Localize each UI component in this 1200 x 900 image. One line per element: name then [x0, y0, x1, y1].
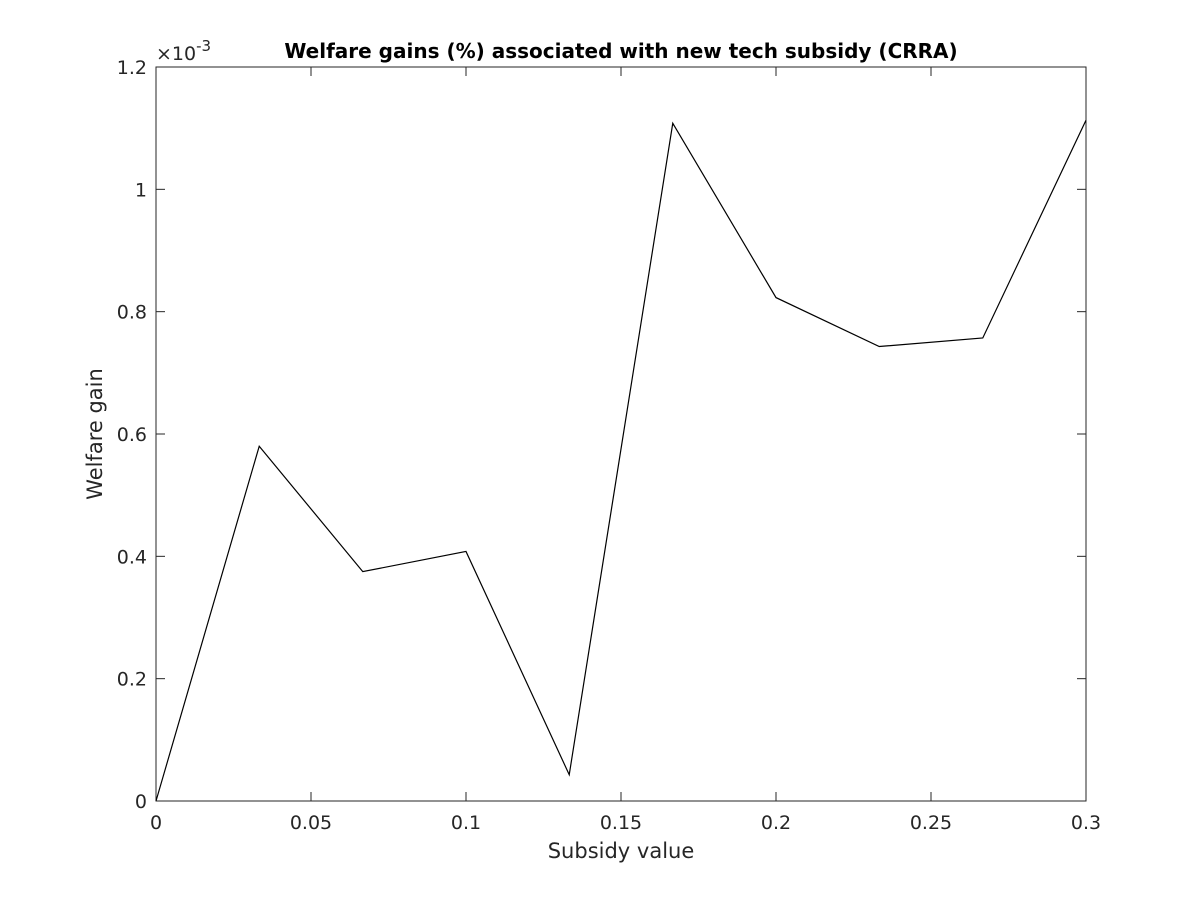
x-tick-label: 0.05: [290, 812, 332, 834]
series-line-0: [155, 119, 1087, 802]
x-tick-label: 0.25: [910, 812, 952, 834]
x-tick-labels: 0 0.05 0.1 0.15 0.2 0.25 0.3: [150, 812, 1101, 834]
y-exponent-base: ×10: [156, 43, 196, 65]
x-tick-label: 0.1: [451, 812, 481, 834]
x-tick-label: 0.3: [1071, 812, 1101, 834]
y-tick-label: 1.2: [117, 57, 147, 79]
axis-ticks: [155, 66, 1087, 802]
y-exponent-label: ×10-3: [156, 37, 211, 65]
y-exponent-power: -3: [196, 37, 211, 55]
y-tick-label: 0: [135, 791, 147, 813]
series-group: [155, 119, 1087, 802]
y-axis-label: Welfare gain: [83, 368, 107, 500]
y-tick-label: 1: [135, 179, 147, 201]
y-tick-labels: 0 0.2 0.4 0.6 0.8 1 1.2: [117, 57, 147, 813]
y-tick-label: 0.4: [117, 546, 147, 568]
x-tick-label: 0.2: [761, 812, 791, 834]
plot-area: [155, 66, 1087, 802]
chart-title: Welfare gains (%) associated with new te…: [284, 39, 957, 63]
x-tick-label: 0.15: [600, 812, 642, 834]
y-tick-label: 0.2: [117, 669, 147, 691]
x-axis-label: Subsidy value: [548, 839, 695, 863]
x-tick-label: 0: [150, 812, 162, 834]
y-tick-label: 0.8: [117, 302, 147, 324]
y-tick-label: 0.6: [117, 424, 147, 446]
